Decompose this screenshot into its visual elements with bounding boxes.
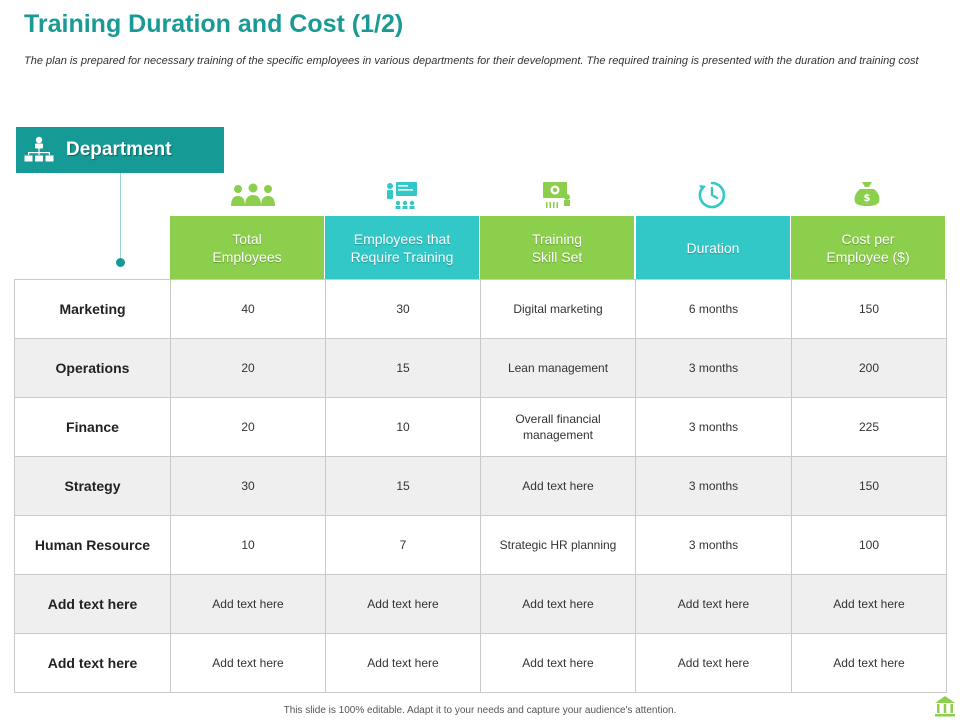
cell-employees-require-training: 30 (325, 279, 481, 339)
cell-training-skill-set: Lean management (480, 338, 636, 398)
cell-duration: 3 months (635, 338, 792, 398)
skill-board-icon (527, 178, 587, 212)
cell-employees-require-training: Add text here (325, 574, 481, 634)
cell-employees-require-training: Add text here (325, 633, 481, 693)
connector-line (120, 173, 121, 259)
row-label: Add text here (14, 574, 171, 634)
table-row: Human Resource 10 7 Strategic HR plannin… (14, 515, 947, 575)
cell-training-skill-set: Strategic HR planning (480, 515, 636, 575)
cell-training-skill-set: Overall financial management (480, 397, 636, 457)
table-row: Add text here Add text here Add text her… (14, 574, 947, 634)
cell-employees-require-training: 10 (325, 397, 481, 457)
cell-duration: 6 months (635, 279, 792, 339)
column-header-employees-require-training: Employees that Require Training (325, 216, 479, 279)
cell-employees-require-training: 15 (325, 338, 481, 398)
cell-cost-per-employee: 200 (791, 338, 947, 398)
footer-note: This slide is 100% editable. Adapt it to… (283, 705, 677, 716)
cell-total-employees: 20 (170, 338, 326, 398)
cell-total-employees: Add text here (170, 633, 326, 693)
column-header-duration: Duration (636, 216, 790, 279)
table-row: Finance 20 10 Overall financial manageme… (14, 397, 947, 457)
cell-training-skill-set: Digital marketing (480, 279, 636, 339)
clock-icon (682, 178, 742, 212)
cell-duration: 3 months (635, 515, 792, 575)
cell-cost-per-employee: 100 (791, 515, 947, 575)
org-chart-icon (16, 127, 62, 173)
row-label: Operations (14, 338, 171, 398)
cell-cost-per-employee: 225 (791, 397, 947, 457)
cell-cost-per-employee: Add text here (791, 574, 947, 634)
cell-cost-per-employee: 150 (791, 456, 947, 516)
connector-dot (116, 258, 125, 267)
cell-cost-per-employee: 150 (791, 279, 947, 339)
page-subtitle: The plan is prepared for necessary train… (24, 55, 919, 67)
cell-cost-per-employee: Add text here (791, 633, 947, 693)
home-icon[interactable] (933, 694, 957, 718)
row-label: Marketing (14, 279, 171, 339)
department-header: Department (16, 127, 224, 173)
column-header-total-employees: Total Employees (170, 216, 324, 279)
cell-duration: Add text here (635, 574, 792, 634)
cell-employees-require-training: 7 (325, 515, 481, 575)
cell-total-employees: 20 (170, 397, 326, 457)
page-title: Training Duration and Cost (1/2) (24, 10, 404, 38)
column-header-training-skill-set: Training Skill Set (480, 216, 634, 279)
trainer-presentation-icon (372, 178, 432, 212)
cell-training-skill-set: Add text here (480, 633, 636, 693)
cell-employees-require-training: 15 (325, 456, 481, 516)
table-row: Marketing 40 30 Digital marketing 6 mont… (14, 279, 947, 339)
cell-duration: 3 months (635, 397, 792, 457)
cell-duration: Add text here (635, 633, 792, 693)
table-row: Add text here Add text here Add text her… (14, 633, 947, 693)
cell-training-skill-set: Add text here (480, 574, 636, 634)
table-row: Operations 20 15 Lean management 3 month… (14, 338, 947, 398)
cell-total-employees: Add text here (170, 574, 326, 634)
column-header-cost-per-employee: Cost per Employee ($) (791, 216, 945, 279)
table-row: Strategy 30 15 Add text here 3 months 15… (14, 456, 947, 516)
row-label: Human Resource (14, 515, 171, 575)
row-label: Add text here (14, 633, 171, 693)
people-group-icon (223, 178, 283, 212)
row-label: Finance (14, 397, 171, 457)
row-label: Strategy (14, 456, 171, 516)
cell-total-employees: 10 (170, 515, 326, 575)
cell-total-employees: 40 (170, 279, 326, 339)
cell-duration: 3 months (635, 456, 792, 516)
svg-text:$: $ (864, 193, 871, 204)
cell-training-skill-set: Add text here (480, 456, 636, 516)
training-table: Marketing 40 30 Digital marketing 6 mont… (14, 279, 947, 693)
department-label: Department (66, 139, 172, 160)
money-bag-icon: $ (837, 178, 897, 212)
cell-total-employees: 30 (170, 456, 326, 516)
